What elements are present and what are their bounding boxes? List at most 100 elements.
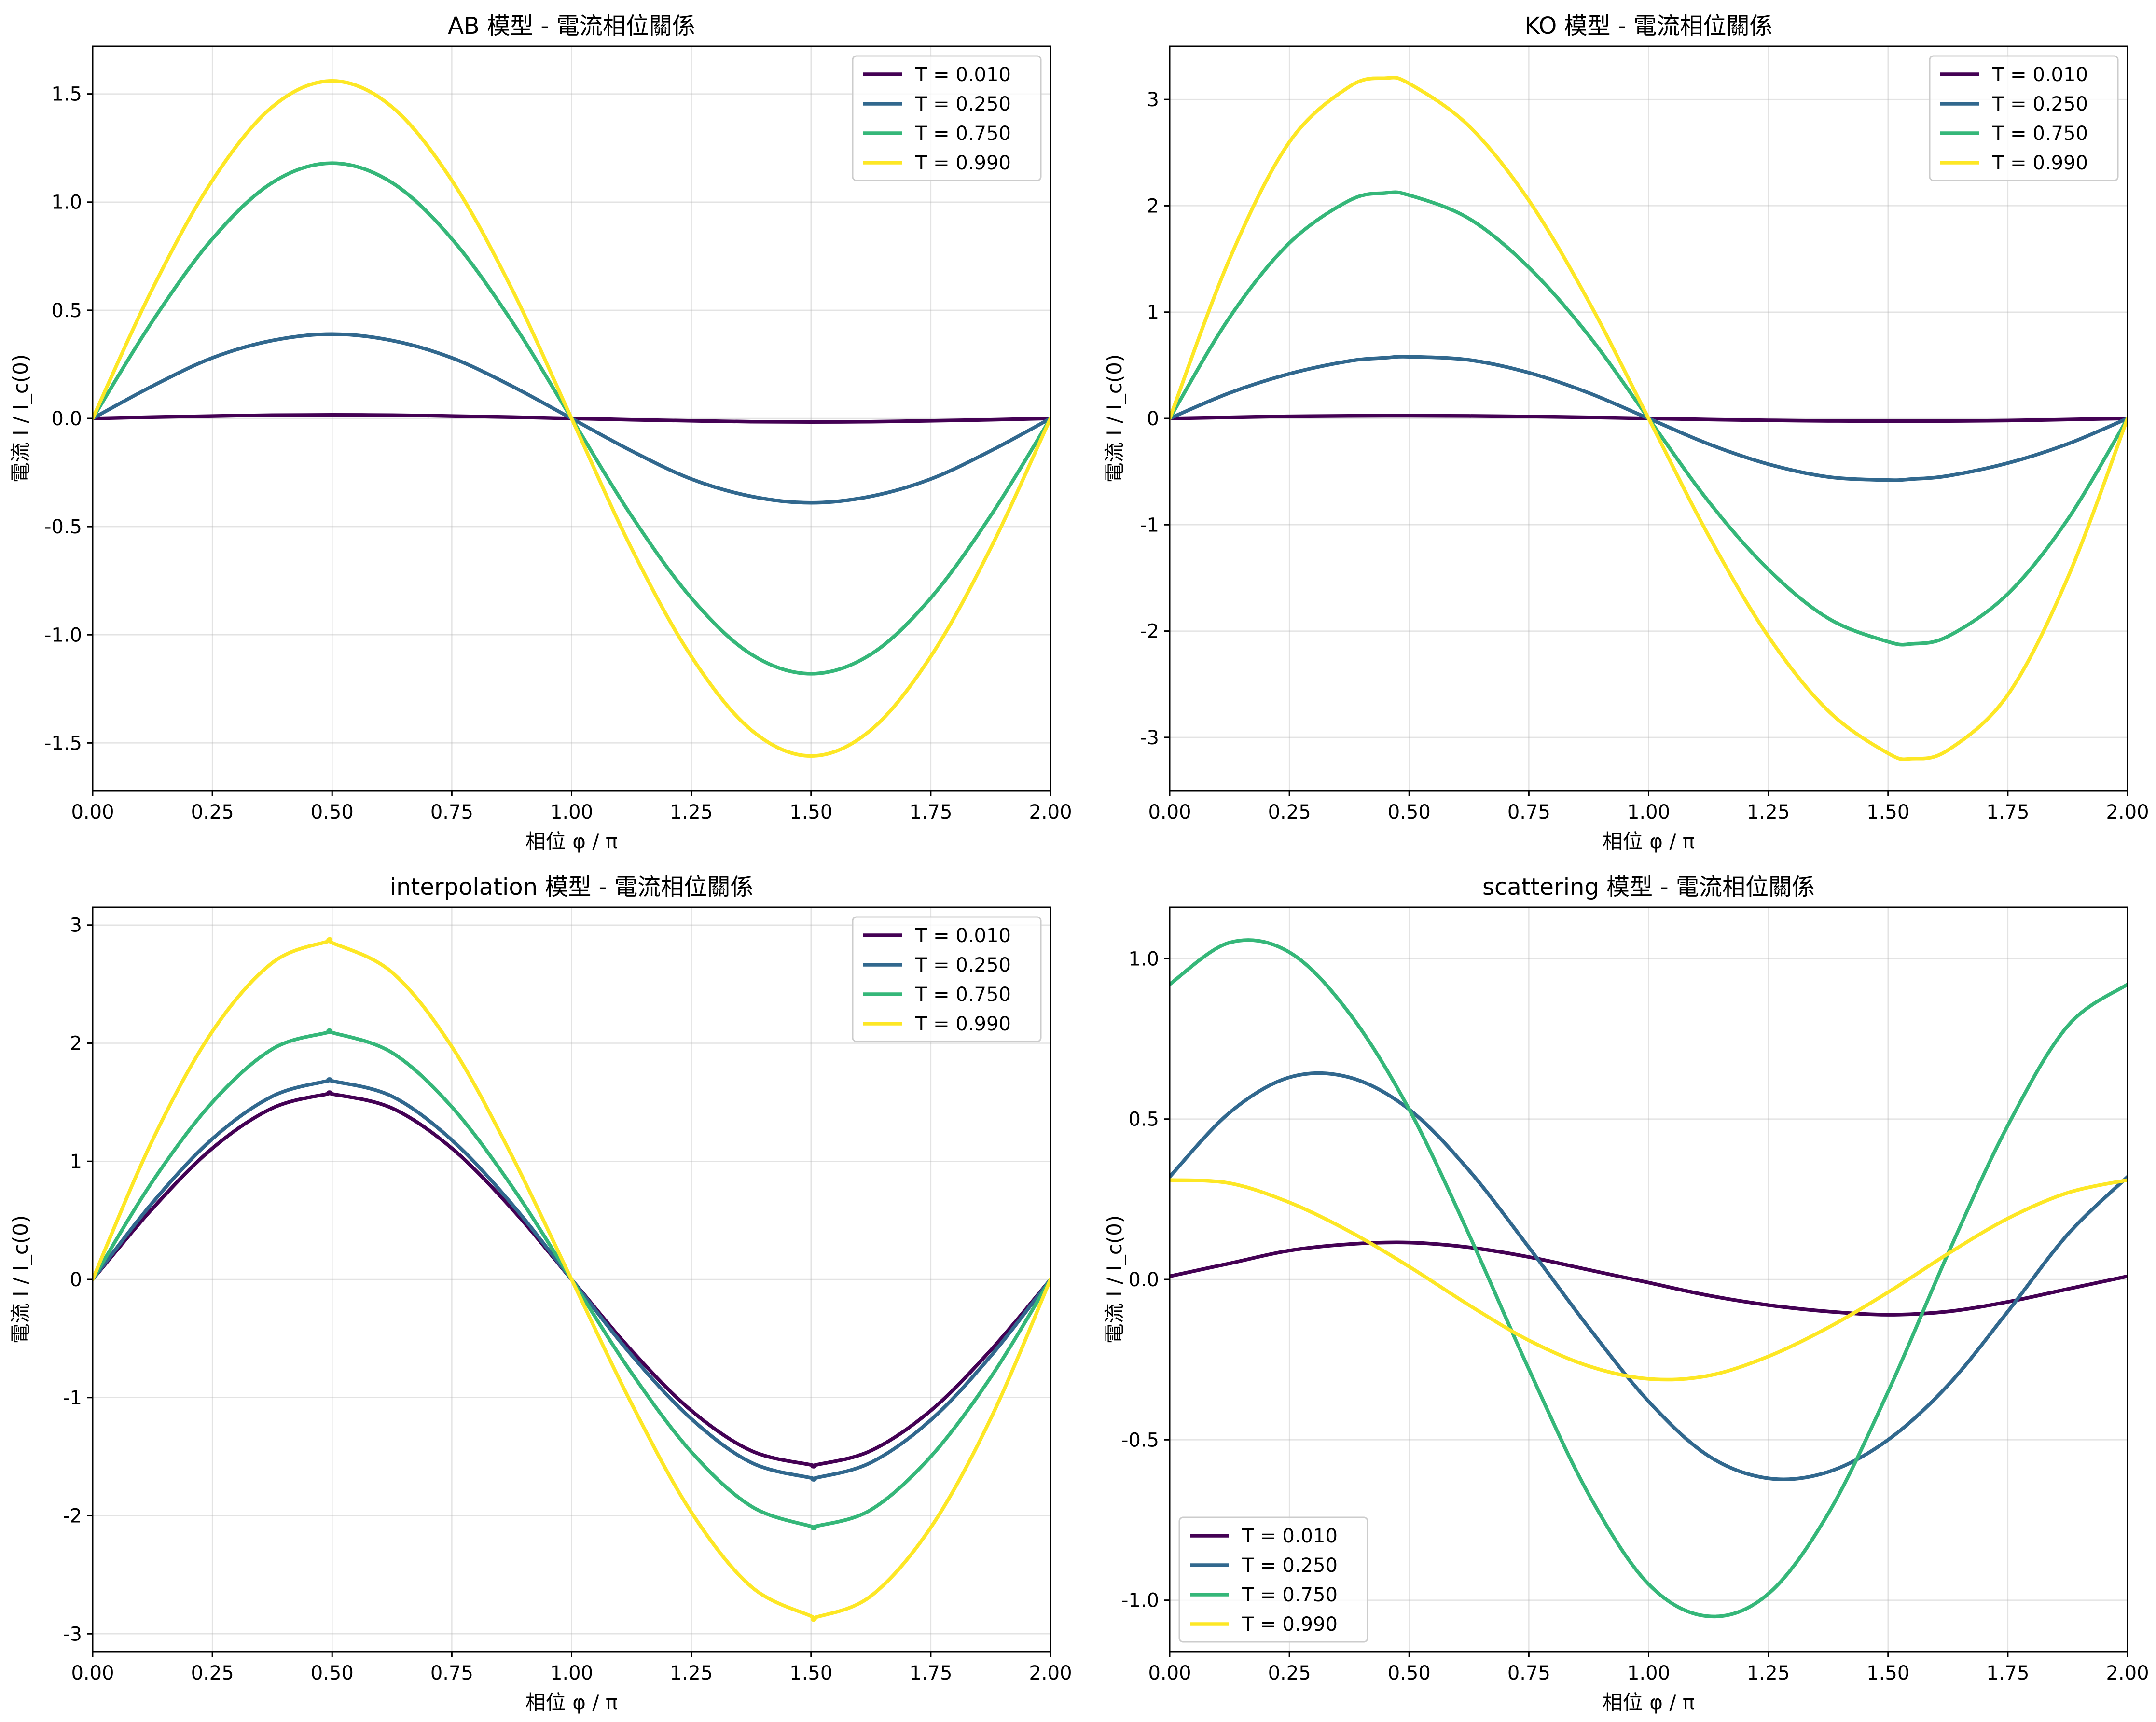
x-tick-label: 1.50 (1866, 801, 1909, 823)
y-tick-label: -1.0 (44, 624, 82, 646)
x-axis-label: 相位 φ / π (525, 830, 618, 853)
chart-title: interpolation 模型 - 電流相位關係 (390, 874, 753, 901)
y-axis-label: 電流 I / I_c(0) (1103, 1215, 1126, 1344)
series-group (93, 79, 1050, 758)
x-tick-label: 0.00 (1148, 1662, 1191, 1684)
x-tick-label: 0.50 (311, 1662, 354, 1684)
legend-label: T = 0.250 (915, 954, 1011, 976)
series-line-4 (93, 79, 1050, 758)
x-tick-label: 1.25 (670, 1662, 713, 1684)
legend-box (852, 916, 1042, 1042)
legend-label: T = 0.250 (1992, 93, 2088, 115)
x-tick-label: 0.25 (1268, 1662, 1311, 1684)
legend-label: T = 0.990 (1992, 152, 2088, 174)
x-tick-label: 2.00 (2106, 801, 2149, 823)
y-tick-label: 0.0 (1128, 1269, 1159, 1291)
legend-label: T = 0.990 (915, 1013, 1011, 1035)
legend-label: T = 0.250 (915, 93, 1011, 115)
x-tick-label: 1.50 (1866, 1662, 1909, 1684)
x-tick-label: 1.25 (670, 801, 713, 823)
y-tick-label: 2 (1147, 195, 1159, 217)
y-tick-label: 3 (1147, 89, 1159, 111)
x-tick-label: 1.25 (1747, 1662, 1790, 1684)
y-axis-label: 電流 I / I_c(0) (1103, 354, 1126, 483)
x-tick-label: 2.00 (1029, 801, 1072, 823)
y-tick-label: -2 (1140, 621, 1159, 643)
y-tick-label: -1.0 (1121, 1590, 1159, 1612)
chart-panel-2: 0.00 0.25 0.50 0.75 1.00 1.25 1.50 1.75 2.00 -3 -2… (1103, 13, 2149, 853)
series-group (1170, 938, 2128, 1619)
y-tick-label: -1 (63, 1387, 82, 1409)
legend-label: T = 0.750 (1242, 1584, 1338, 1606)
legend-label: T = 0.010 (915, 925, 1011, 947)
legend-label: T = 0.010 (1992, 64, 2088, 86)
series-line-2 (1170, 1071, 2128, 1481)
y-tick-label: 1.0 (1128, 948, 1159, 970)
legend-label: T = 0.010 (915, 64, 1011, 86)
y-tick-label: -0.5 (44, 516, 82, 538)
legend-box (1178, 1516, 1368, 1643)
x-tick-label: 0.75 (430, 1662, 473, 1684)
legend: T = 0.010 T = 0.250 T = 0.750 T = 0.990 (1929, 55, 2119, 181)
x-tick-label: 0.25 (1268, 801, 1311, 823)
legend-box (1929, 55, 2119, 181)
x-tick-label: 0.75 (1507, 801, 1550, 823)
legend-label: T = 0.010 (1242, 1525, 1338, 1547)
y-tick-label: 0 (1147, 408, 1159, 430)
y-tick-label: 0.5 (1128, 1109, 1159, 1131)
chart-title: AB 模型 - 電流相位關係 (448, 13, 695, 40)
legend-label: T = 0.750 (1992, 123, 2088, 145)
x-tick-label: 1.75 (909, 801, 952, 823)
y-tick-label: -1 (1140, 514, 1159, 536)
series-line-4 (93, 937, 1050, 1622)
y-tick-label: 1.5 (51, 83, 82, 106)
x-tick-label: 0.00 (71, 801, 114, 823)
y-axis-label: 電流 I / I_c(0) (9, 1215, 32, 1344)
y-tick-label: -3 (1140, 727, 1159, 749)
x-axis-label: 相位 φ / π (525, 1691, 618, 1714)
legend-label: T = 0.250 (1242, 1555, 1338, 1577)
x-tick-label: 0.50 (1388, 801, 1431, 823)
y-tick-label: -2 (63, 1505, 82, 1528)
x-tick-label: 0.25 (191, 801, 234, 823)
x-tick-label: 1.75 (1986, 1662, 2029, 1684)
series-line-4 (1170, 76, 2128, 761)
x-tick-label: 1.00 (550, 1662, 593, 1684)
x-tick-label: 1.50 (789, 1662, 832, 1684)
legend-label: T = 0.750 (915, 984, 1011, 1006)
series-group (1170, 76, 2128, 761)
x-tick-label: 0.00 (71, 1662, 114, 1684)
x-tick-label: 0.00 (1148, 801, 1191, 823)
chart-title: KO 模型 - 電流相位關係 (1525, 13, 1773, 40)
series-line-4 (1170, 1178, 2128, 1382)
x-tick-label: 2.00 (2106, 1662, 2149, 1684)
chart-panel-3: 0.00 0.25 0.50 0.75 1.00 1.25 1.50 1.75 2.00 -3 -2… (9, 874, 1072, 1714)
x-tick-label: 0.25 (191, 1662, 234, 1684)
x-tick-label: 1.50 (789, 801, 832, 823)
x-tick-label: 1.75 (909, 1662, 952, 1684)
y-tick-label: 0.0 (51, 408, 82, 430)
legend: T = 0.010 T = 0.250 T = 0.750 T = 0.990 (852, 55, 1042, 181)
x-tick-label: 0.75 (1507, 1662, 1550, 1684)
x-tick-label: 1.00 (1627, 801, 1670, 823)
x-tick-label: 0.50 (1388, 1662, 1431, 1684)
x-axis-label: 相位 φ / π (1603, 1691, 1695, 1714)
y-tick-label: 1.0 (51, 192, 82, 214)
x-tick-label: 1.25 (1747, 801, 1790, 823)
x-tick-label: 1.00 (1627, 1662, 1670, 1684)
legend-box (852, 55, 1042, 181)
legend: T = 0.010 T = 0.250 T = 0.750 T = 0.990 (852, 916, 1042, 1042)
x-tick-label: 1.00 (550, 801, 593, 823)
chart-title: scattering 模型 - 電流相位關係 (1482, 874, 1815, 901)
y-tick-label: -0.5 (1121, 1429, 1159, 1451)
series-line-1 (1170, 1240, 2128, 1317)
legend: T = 0.010 T = 0.250 T = 0.750 T = 0.990 (1178, 1516, 1368, 1643)
y-tick-label: 0.5 (51, 300, 82, 322)
legend-label: T = 0.750 (915, 123, 1011, 145)
series-line-3 (1170, 938, 2128, 1619)
y-tick-label: -3 (63, 1623, 82, 1645)
y-tick-label: 1 (70, 1151, 82, 1173)
x-tick-label: 1.75 (1986, 801, 2029, 823)
legend-label: T = 0.990 (1242, 1613, 1338, 1636)
